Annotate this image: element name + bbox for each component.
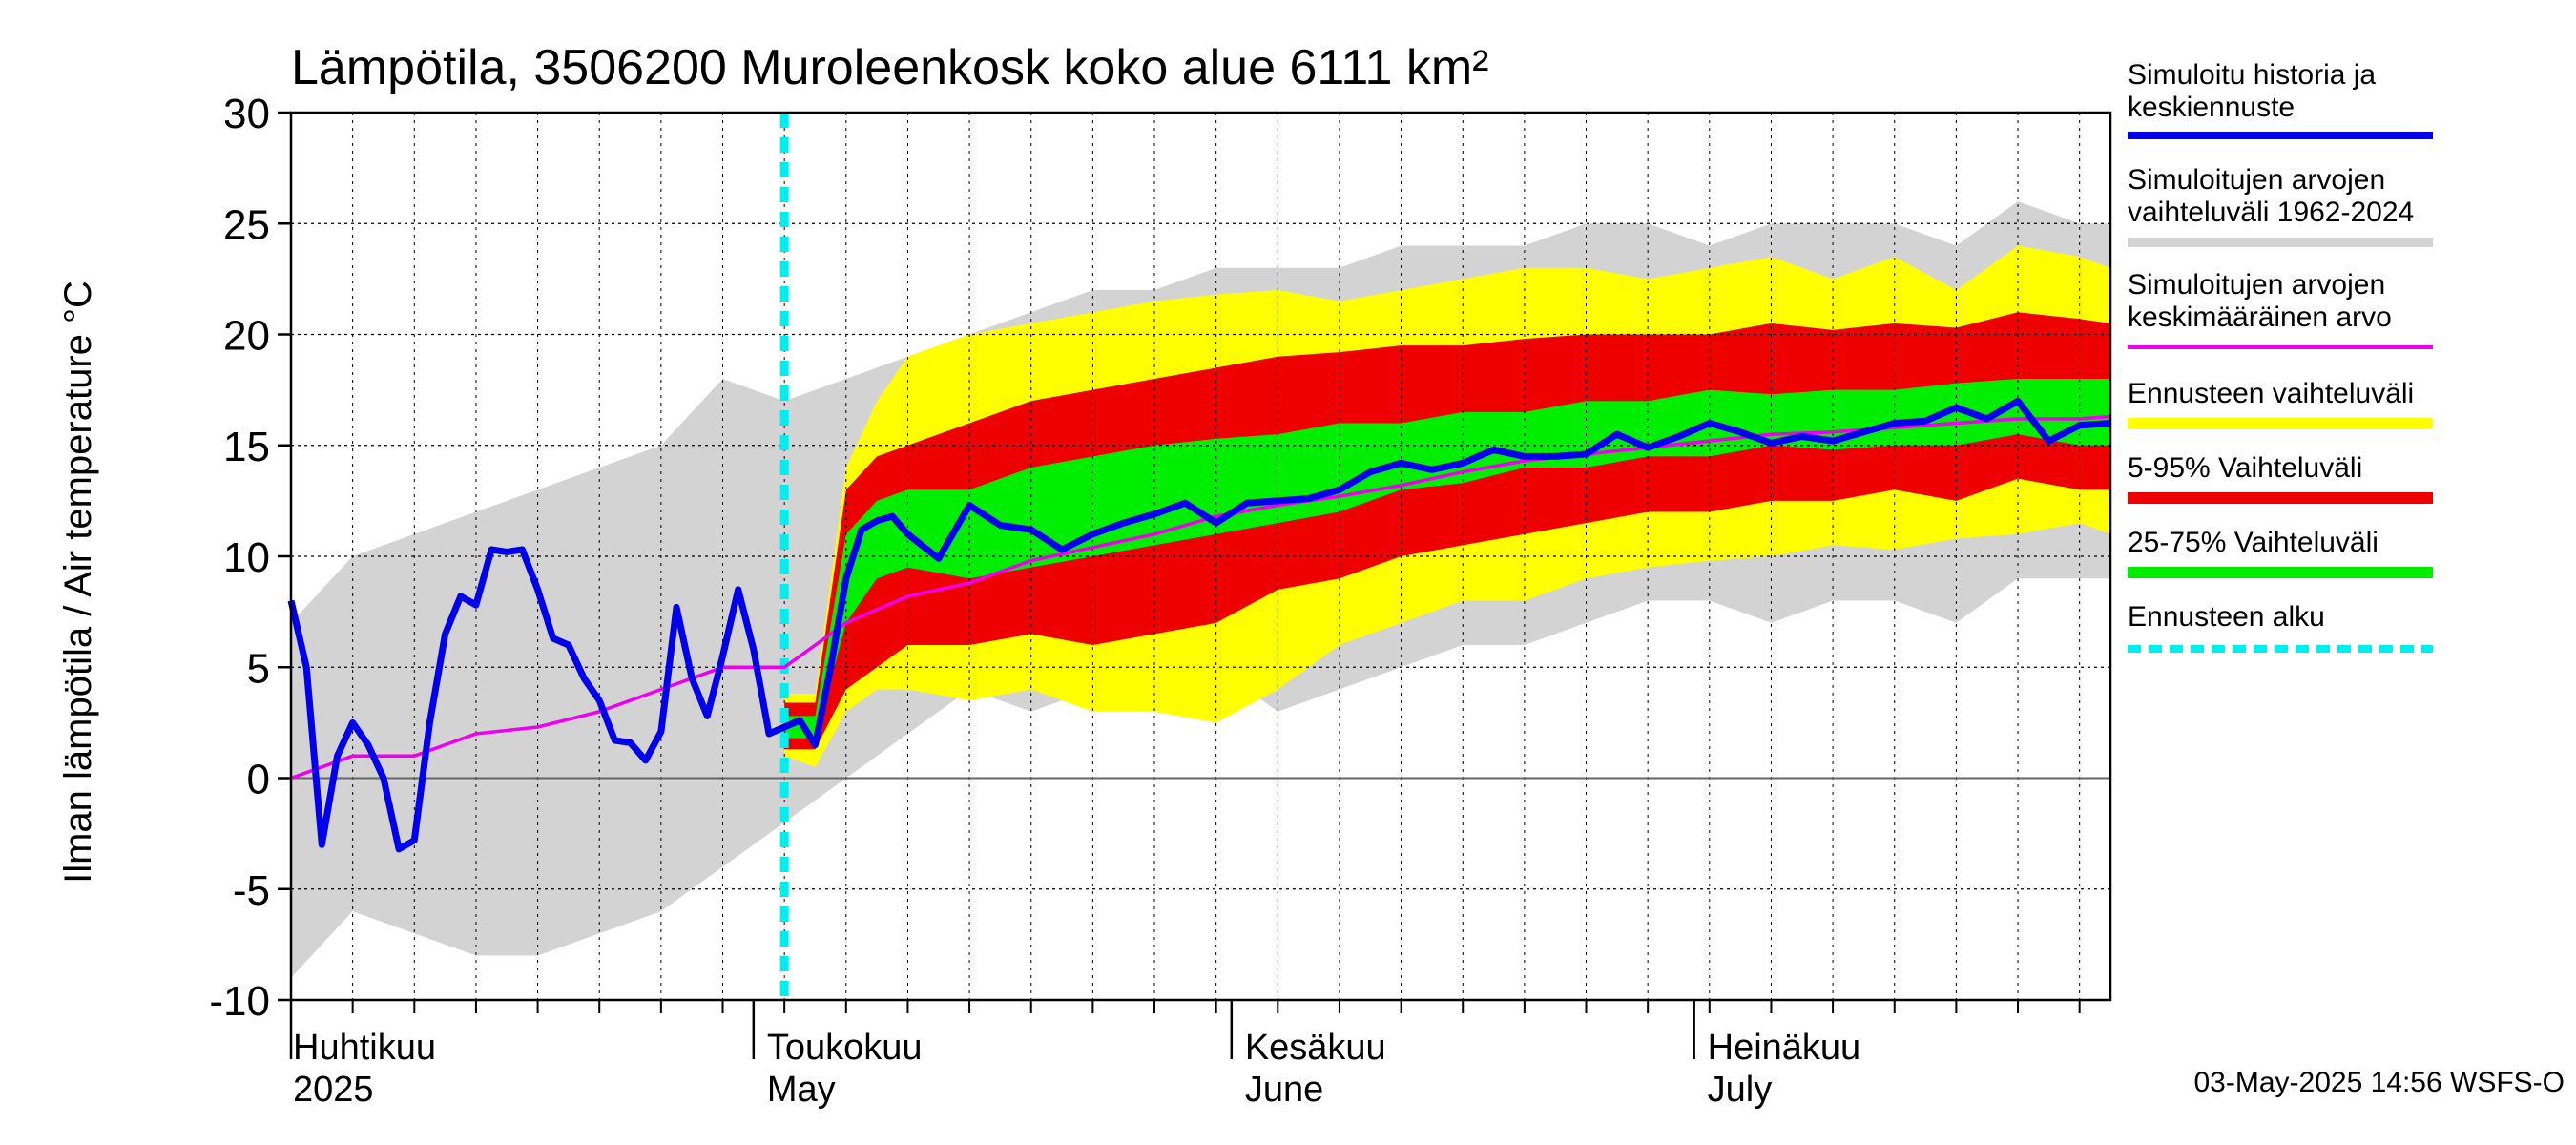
lines-layer (287, 113, 2111, 1000)
month-label: Toukokuu (767, 1028, 923, 1068)
y-tick-label: 10 (223, 534, 270, 581)
y-tick-label: -10 (209, 978, 270, 1025)
month-sublabel: July (1708, 1070, 1773, 1110)
y-tick-label: 20 (223, 313, 270, 360)
y-tick-label: 5 (247, 645, 270, 692)
y-tick-label: -5 (233, 867, 270, 914)
y-tick-label: 15 (223, 424, 270, 470)
y-axis-label: Ilman lämpötila / Air temperature °C (57, 281, 99, 884)
grid-layer (290, 112, 2110, 1001)
chart-title: Lämpötila, 3506200 Muroleenkosk koko alu… (291, 40, 1489, 95)
history-forecast-line (287, 397, 2111, 853)
y-tick-label: 0 (247, 757, 270, 803)
legend-label-line: vaihteluväli 1962-2024 (2128, 197, 2414, 228)
legend-label: 5-95% Vaihteluväli (2128, 452, 2362, 484)
month-sublabel: June (1245, 1070, 1323, 1110)
legend-label-line: keskimääräinen arvo (2128, 302, 2392, 333)
bands-layer (291, 201, 2111, 978)
month-label: Huhtikuu (293, 1028, 436, 1068)
month-label: Heinäkuu (1708, 1028, 1861, 1068)
legend-label: Simuloitujen arvojen keskimääräinen arvo (2128, 269, 2392, 333)
y-tick-label: 30 (223, 91, 270, 137)
legend-label: Ennusteen alku (2128, 601, 2325, 633)
legend-label: 25-75% Vaihteluväli (2128, 527, 2379, 558)
y-tick-label: 25 (223, 201, 270, 248)
legend-label-line: Simuloitujen arvojen (2128, 164, 2385, 196)
legend-label-line: Simuloitujen arvojen (2128, 269, 2385, 301)
legend-label: Simuloitujen arvojen vaihteluväli 1962-20… (2128, 164, 2414, 228)
legend-label-line: Simuloitu historia ja (2128, 59, 2376, 91)
legend-label: Ennusteen vaihteluväli (2128, 378, 2414, 409)
month-label: Kesäkuu (1245, 1028, 1386, 1068)
month-sublabel: 2025 (293, 1070, 374, 1110)
mean-line (290, 414, 2111, 781)
month-sublabel: May (767, 1070, 836, 1110)
p25-p75-band (784, 379, 2111, 739)
timestamp-label: 03-May-2025 14:56 WSFS-O (2194, 1067, 2566, 1098)
legend-label-line: keskiennuste (2128, 92, 2295, 123)
axes-layer: -10-5051015202530Huhtikuu2025ToukokuuMay… (209, 91, 2112, 1110)
legend: Simuloitu historia ja keskiennusteSimuloi… (2128, 59, 2433, 653)
legend-label: Simuloitu historia ja keskiennuste (2128, 59, 2376, 123)
